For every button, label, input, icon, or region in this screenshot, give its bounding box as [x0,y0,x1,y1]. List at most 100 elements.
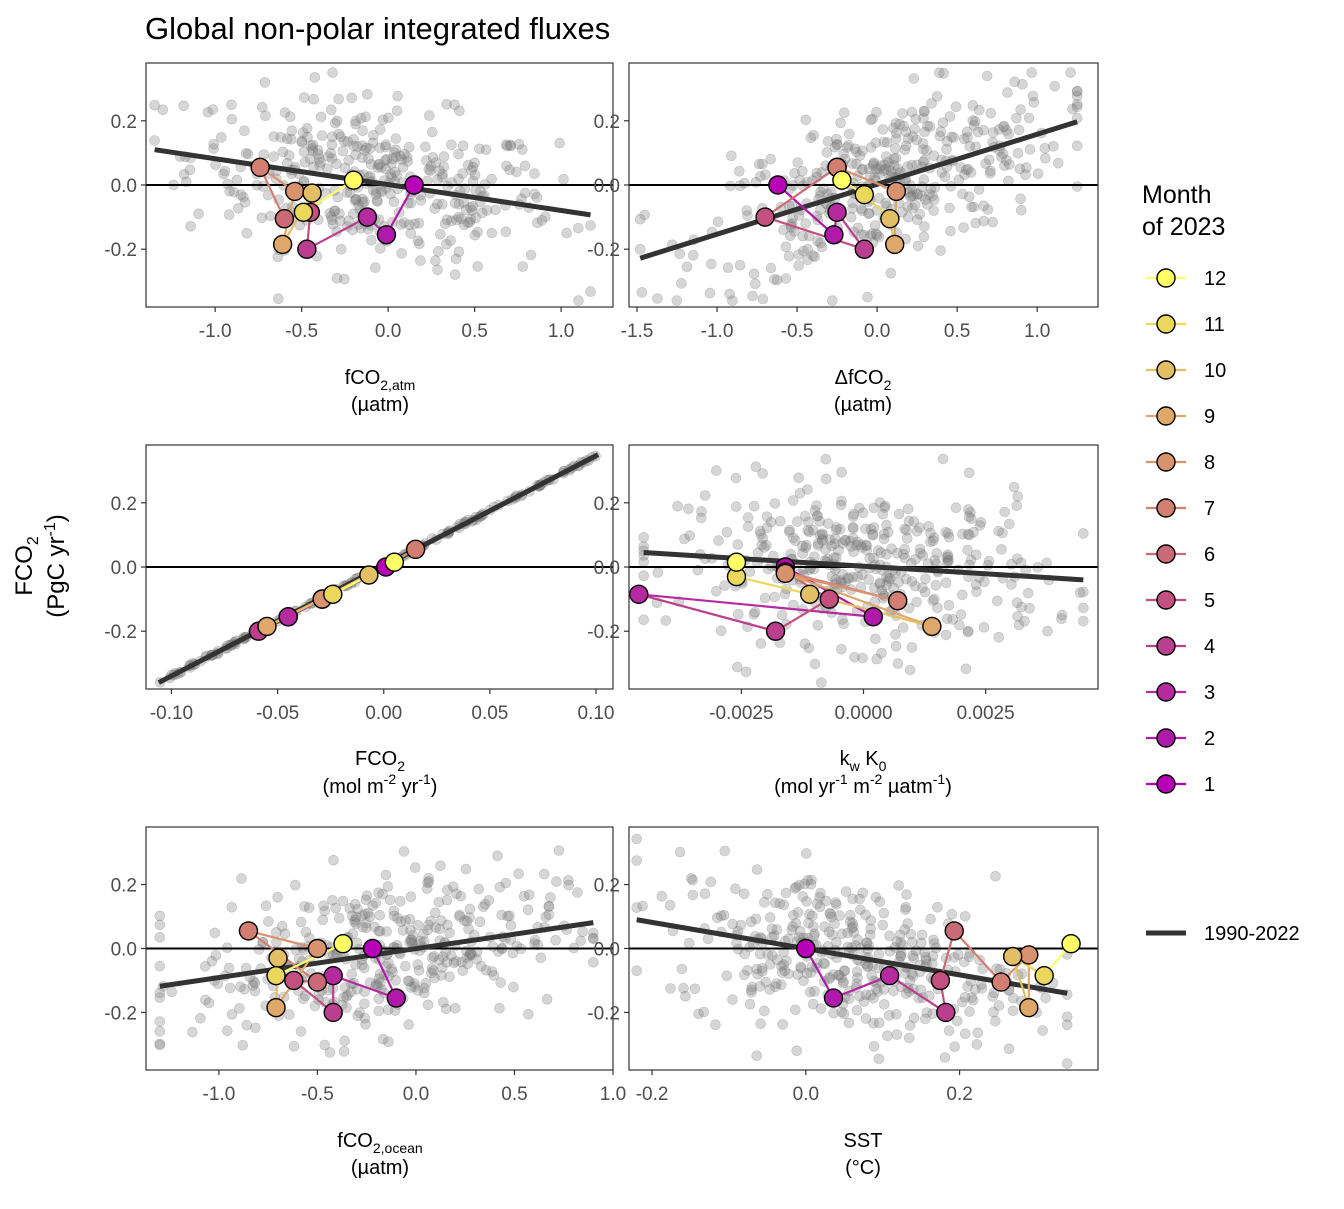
historical-point [572,887,583,898]
historical-point [350,118,361,130]
historical-point [795,961,806,973]
historical-point [907,950,919,962]
historical-point [944,111,956,122]
historical-point [263,916,274,927]
historical-point [403,1019,415,1030]
historical-point [425,915,437,927]
historical-point [573,295,584,306]
historical-point [505,920,517,931]
historical-point [864,552,876,564]
historical-point [771,924,783,935]
historical-point [1004,159,1015,170]
historical-point [954,619,965,631]
historical-point [401,152,413,163]
historical-point [441,214,453,225]
historical-point [742,521,754,532]
historical-point [970,549,982,561]
historical-point [761,511,773,523]
historical-point [518,890,530,902]
svg-text:SST: SST [844,1130,883,1152]
historical-point [237,1039,249,1051]
historical-point [797,230,809,242]
historical-point [432,264,443,276]
historical-point [798,245,809,257]
historical-point [479,898,491,910]
month-point-7 [887,591,908,611]
historical-point [436,915,447,926]
historical-point [838,965,850,977]
month-point-3 [357,207,378,227]
historical-point [927,535,939,547]
historical-point [799,510,811,522]
historical-point [797,166,808,177]
historical-point [854,990,865,1002]
historical-point [543,901,555,912]
historical-point [751,963,763,975]
historical-point [710,465,722,476]
month-segment [736,575,811,596]
historical-point [756,965,768,977]
historical-point [838,107,850,119]
month-point-1 [796,938,816,959]
historical-point [922,120,933,132]
historical-point [361,890,373,902]
historical-point [902,133,914,144]
historical-point [890,127,902,139]
historical-point [676,963,688,975]
historical-point [928,150,940,161]
historical-point [925,183,937,195]
historical-point [224,982,236,994]
historical-point [780,241,792,252]
historical-point [983,154,995,166]
svg-text:kw K0: kw K0 [840,748,887,774]
month-segment [638,593,776,633]
historical-point [806,874,817,886]
historical-point [696,506,707,517]
historical-point [838,1008,850,1020]
historical-point [511,166,522,178]
y-tick-label: -0.2 [104,622,137,643]
historical-point [298,92,310,103]
historical-point [453,148,464,160]
historical-point [868,552,879,564]
historical-point [587,927,599,939]
historical-point [535,952,547,964]
historical-point [755,528,767,540]
historical-point [968,201,980,213]
x-tick-label: -0.5 [285,321,318,342]
historical-point [811,510,823,522]
historical-point [224,185,235,197]
month-point-11 [1034,965,1054,986]
historical-point [1027,90,1039,102]
x-axis-title-delta-fco2: ΔfCO2 (µatm) [834,367,892,416]
historical-point [766,923,778,935]
historical-point [981,70,993,82]
historical-point [687,250,699,261]
historical-point [908,73,920,84]
historical-point [1061,1058,1073,1069]
historical-point [830,552,842,564]
month-point-5 [930,970,951,991]
legend-key-point [1156,590,1176,610]
historical-point [761,522,773,534]
historical-point [577,926,589,938]
historical-point [934,130,946,142]
historical-point [882,156,894,168]
historical-point [744,998,756,1010]
historical-point [780,273,792,284]
historical-point [892,658,904,669]
historical-point [902,161,913,172]
historical-point [849,143,861,155]
historical-point [802,484,813,495]
historical-point [888,122,899,134]
historical-point [843,1017,855,1029]
historical-point [971,1039,983,1050]
historical-point [1065,67,1076,78]
month-point-12 [343,170,364,190]
legend-key-point [1156,544,1176,564]
historical-point [882,526,894,538]
historical-point [754,981,766,992]
historical-point [997,148,1009,159]
historical-point [683,503,694,515]
month-point-6 [307,972,328,992]
